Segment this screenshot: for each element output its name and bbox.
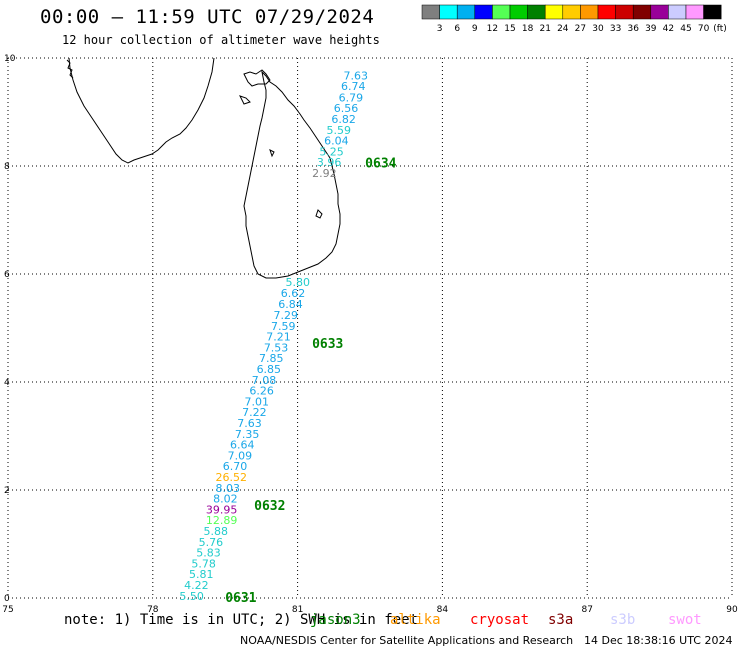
footer-credit: NOAA/NESDIS Center for Satellite Applica… — [240, 634, 574, 647]
lon-tick-label: 78 — [147, 605, 159, 615]
wave-height-value: 7.53 — [264, 341, 289, 354]
lon-tick-label: 87 — [581, 605, 592, 615]
wave-height-labels: 7.636.746.796.566.825.596.045.253.962.92… — [179, 69, 368, 603]
pass-time-label: 0631 — [225, 591, 256, 606]
scale-label: 9 — [472, 24, 478, 34]
lon-tick-label: 75 — [2, 605, 13, 615]
lagoon-outline — [315, 209, 323, 219]
wave-height-value: 5.25 — [319, 145, 344, 158]
lat-tick-label: 0 — [4, 594, 10, 604]
mission-legend-s3a: s3a — [548, 612, 574, 628]
scale-unit: (ft) — [713, 24, 727, 34]
wave-height-value: 6.64 — [230, 439, 255, 452]
wave-height-value: 7.01 — [245, 395, 269, 408]
lon-tick-label: 84 — [437, 605, 449, 615]
scale-label: 15 — [504, 24, 515, 34]
scale-label: 21 — [539, 24, 550, 34]
jaffna-peninsula — [243, 69, 271, 87]
scale-label: 18 — [522, 24, 534, 34]
mission-legend-s3b: s3b — [610, 612, 636, 628]
wave-height-value: 2.92 — [312, 167, 337, 180]
wave-height-value: 7.85 — [259, 352, 284, 365]
pass-time-label: 0634 — [365, 156, 396, 171]
lat-tick-label: 10 — [4, 54, 16, 64]
map-subtitle: 12 hour collection of altimeter wave hei… — [62, 33, 380, 47]
wave-height-value: 6.56 — [334, 102, 359, 115]
scale-label: 3 — [437, 24, 443, 34]
mission-legend-altika: altika — [390, 612, 441, 628]
wave-height-value: 39.95 — [206, 503, 238, 516]
wave-height-value: 8.02 — [213, 493, 238, 506]
mission-legend-cryosat: cryosat — [470, 612, 530, 628]
wave-height-value: 12.89 — [206, 514, 238, 527]
scale-label: 12 — [487, 24, 498, 34]
wave-height-value: 7.29 — [273, 309, 298, 322]
wave-height-value: 6.79 — [339, 91, 364, 104]
axis-tick-labels: 75 78 81 84 87 90 0 2 4 6 8 10 — [2, 54, 738, 615]
wave-height-value: 7.35 — [235, 428, 260, 441]
lat-lon-grid — [7, 57, 733, 599]
pass-time-labels: 0634 0633 0632 0631 — [225, 156, 396, 606]
scale-label: 27 — [575, 24, 586, 34]
india-coastline — [68, 57, 215, 164]
wave-height-value: 6.70 — [223, 460, 248, 473]
mission-legend-swot: swot — [668, 612, 702, 628]
wave-height-value: 5.81 — [189, 568, 214, 581]
scale-label: 24 — [557, 24, 569, 34]
wave-height-value: 7.63 — [343, 69, 368, 82]
scale-label: 33 — [610, 24, 621, 34]
wave-height-value: 7.21 — [266, 331, 291, 344]
lat-tick-label: 4 — [4, 378, 10, 388]
pass-time-label: 0633 — [312, 337, 343, 352]
wave-height-value: 4.22 — [184, 579, 209, 592]
wave-height-value: 5.59 — [327, 124, 352, 137]
wave-height-value: 7.22 — [242, 406, 266, 419]
wave-height-value: 6.84 — [278, 298, 303, 311]
scale-label: 39 — [645, 24, 657, 34]
wave-height-value: 3.96 — [317, 156, 342, 169]
wave-height-value: 5.78 — [191, 557, 216, 570]
scale-label: 42 — [663, 24, 674, 34]
mannar-island — [239, 95, 251, 105]
wave-height-value: 5.83 — [196, 547, 221, 560]
wave-height-value: 6.26 — [249, 385, 273, 398]
wave-height-value: 6.62 — [281, 287, 306, 300]
lat-tick-label: 6 — [4, 270, 10, 280]
wave-height-value: 6.74 — [341, 80, 366, 93]
wave-height-value: 5.76 — [199, 536, 224, 549]
wave-height-value: 6.82 — [331, 113, 356, 126]
scale-label: 45 — [680, 24, 691, 34]
scale-label: 6 — [454, 24, 460, 34]
sri-lanka-coastline — [243, 70, 341, 279]
note-text: note: 1) Time is in UTC; 2) SWH is in fe… — [64, 612, 419, 628]
india-coast-detail — [66, 59, 74, 79]
wave-height-value: 7.09 — [228, 449, 253, 462]
scale-label: 70 — [698, 24, 710, 34]
wave-height-value: 5.50 — [179, 590, 204, 603]
scale-label: 30 — [592, 24, 604, 34]
lon-tick-label: 81 — [292, 605, 303, 615]
coast-detail-east — [269, 149, 275, 158]
lat-tick-label: 2 — [4, 486, 10, 496]
wave-height-value: 6.85 — [257, 363, 282, 376]
wave-height-value: 7.63 — [237, 417, 262, 430]
wave-height-value: 8.03 — [216, 482, 241, 495]
wave-height-value: 6.04 — [324, 135, 349, 148]
pass-time-label: 0632 — [254, 499, 285, 514]
lat-tick-label: 8 — [4, 162, 10, 172]
map-title: 00:00 – 11:59 UTC 07/29/2024 — [40, 6, 375, 28]
scale-swatch — [703, 4, 722, 20]
lon-tick-label: 90 — [726, 605, 738, 615]
wave-height-value: 5.80 — [286, 276, 311, 289]
wave-height-value: 7.59 — [271, 320, 296, 333]
wave-height-value: 5.88 — [203, 525, 228, 538]
wave-height-value: 7.08 — [252, 374, 277, 387]
color-scale-legend: 3 6 9 12 15 18 21 24 27 30 33 36 39 42 45 70 (ft) — [421, 4, 727, 34]
coastline — [66, 57, 341, 279]
wave-height-value: 26.52 — [216, 471, 248, 484]
scale-label: 36 — [627, 24, 639, 34]
mission-legend-jason3: jason3 — [310, 612, 361, 628]
generated-timestamp: 14 Dec 18:38:16 UTC 2024 — [584, 634, 733, 647]
